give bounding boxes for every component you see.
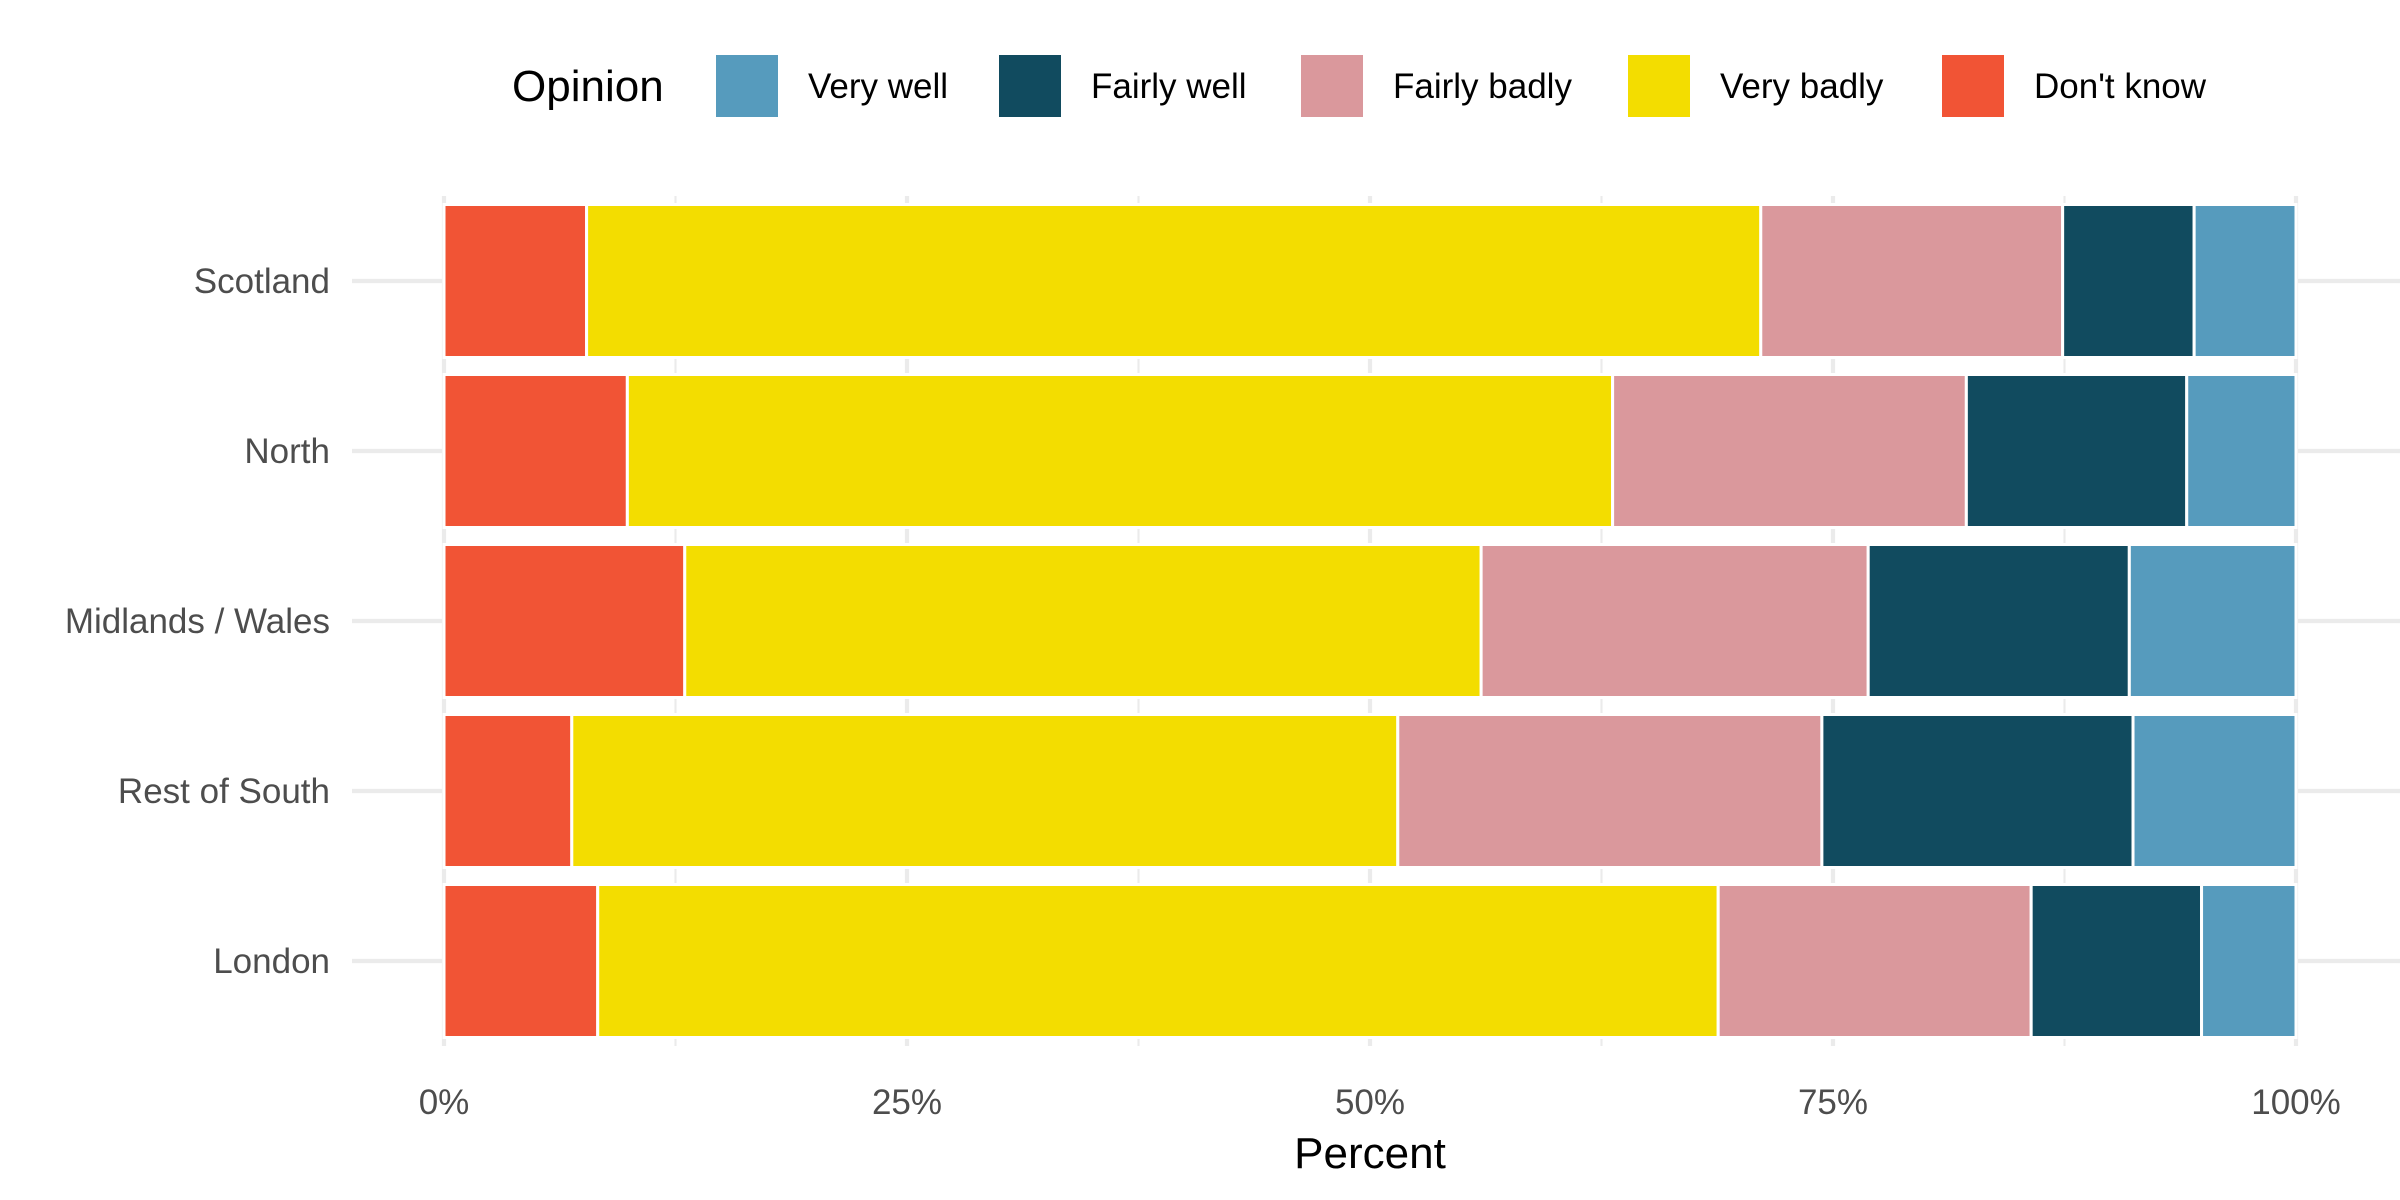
legend-key-fairly-well [999, 55, 1061, 117]
bar-scotland-fairly-badly [1759, 203, 2065, 359]
y-axis: Scotland North Midlands / Wales Rest of Sou… [65, 262, 330, 981]
bar-midlands-wales-very-well [2127, 543, 2298, 699]
legend-item-fairly-badly: Fairly badly [1301, 55, 1572, 117]
legend-key-don-t-know [1942, 55, 2004, 117]
x-axis-title: Percent [1294, 1129, 1446, 1178]
legend-label-fairly-badly: Fairly badly [1393, 67, 1572, 106]
legend-label-very-badly: Very badly [1720, 67, 1884, 106]
y-tick-label: Rest of South [118, 772, 330, 811]
bar-north-don-t-know [442, 373, 629, 529]
bar-scotland-very-badly [585, 203, 1763, 359]
bar-group-midlands-wales [442, 543, 2298, 699]
y-tick-label: Scotland [194, 262, 330, 301]
legend-key-very-well [716, 55, 778, 117]
x-tick-label: 100% [2251, 1083, 2341, 1122]
x-axis: 0% 25% 50% 75% 100% [419, 1083, 2341, 1122]
x-tick-label: 75% [1798, 1083, 1868, 1122]
bars [442, 203, 2298, 1039]
bar-group-rest-of-south [442, 713, 2298, 869]
legend: Opinion Very well Fairly well Fairly badly… [512, 55, 2207, 117]
bar-london-fairly-badly [1716, 883, 2033, 1039]
y-tick-label: North [244, 432, 330, 471]
bar-rest-of-south-fairly-well [1820, 713, 2135, 869]
bar-london-very-well [2200, 883, 2298, 1039]
bar-london-very-badly [596, 883, 1720, 1039]
y-tick-label: Midlands / Wales [65, 602, 330, 641]
legend-title: Opinion [512, 62, 664, 111]
bar-scotland-fairly-well [2061, 203, 2196, 359]
legend-label-fairly-well: Fairly well [1091, 67, 1247, 106]
legend-label-don-t-know: Don't know [2034, 67, 2207, 106]
legend-item-fairly-well: Fairly well [999, 55, 1247, 117]
bar-london-fairly-well [2029, 883, 2204, 1039]
legend-item-very-well: Very well [716, 55, 948, 117]
bar-north-very-badly [625, 373, 1615, 529]
bar-north-very-well [2185, 373, 2298, 529]
legend-key-very-badly [1628, 55, 1690, 117]
legend-key-fairly-badly [1301, 55, 1363, 117]
x-tick-label: 50% [1335, 1083, 1405, 1122]
bar-rest-of-south-don-t-know [442, 713, 574, 869]
bar-north-fairly-badly [1611, 373, 1968, 529]
y-tick-label: London [213, 942, 330, 981]
bar-scotland-very-well [2192, 203, 2298, 359]
bar-rest-of-south-fairly-badly [1396, 713, 1824, 869]
bar-rest-of-south-very-well [2131, 713, 2298, 869]
bar-scotland-don-t-know [442, 203, 589, 359]
bar-north-fairly-well [1964, 373, 2189, 529]
legend-item-very-badly: Very badly [1628, 55, 1884, 117]
bar-group-scotland [442, 203, 2298, 359]
x-tick-label: 25% [872, 1083, 942, 1122]
legend-item-don-t-know: Don't know [1942, 55, 2207, 117]
bar-rest-of-south-very-badly [570, 713, 1400, 869]
bar-midlands-wales-don-t-know [442, 543, 687, 699]
bar-midlands-wales-fairly-badly [1479, 543, 1870, 699]
bar-group-north [442, 373, 2298, 529]
bar-midlands-wales-fairly-well [1866, 543, 2131, 699]
x-tick-label: 0% [419, 1083, 470, 1122]
bar-london-don-t-know [442, 883, 600, 1039]
bar-midlands-wales-very-badly [683, 543, 1483, 699]
legend-label-very-well: Very well [808, 67, 948, 106]
bar-group-london [442, 883, 2298, 1039]
